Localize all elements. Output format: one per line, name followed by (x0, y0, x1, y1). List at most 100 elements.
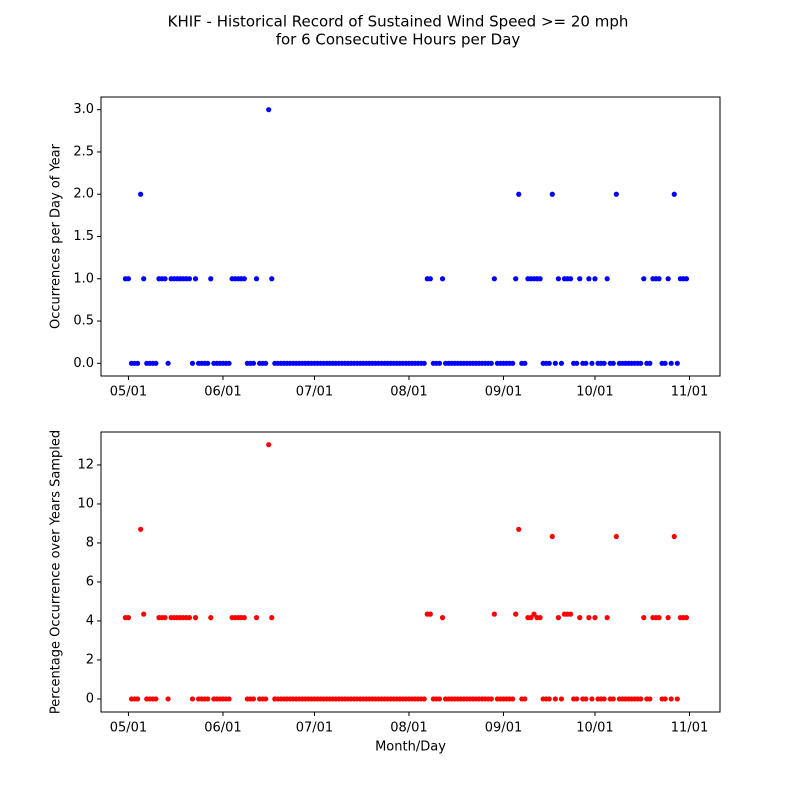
point (250, 360, 257, 366)
point (189, 360, 196, 366)
point (610, 360, 616, 366)
point (683, 615, 690, 621)
x-tick-label: 05/01 (110, 385, 147, 400)
point (141, 611, 147, 617)
point (546, 360, 552, 366)
point (638, 360, 644, 366)
point (592, 615, 598, 621)
point (421, 360, 427, 366)
point (641, 276, 647, 282)
point (186, 615, 193, 621)
point (671, 191, 677, 197)
point (549, 533, 555, 540)
point (586, 276, 592, 282)
y-tick-label: 2.5 (73, 144, 94, 159)
x-axis-label: Month/Day (375, 740, 446, 755)
point (583, 696, 589, 702)
point (604, 276, 610, 282)
point (601, 696, 607, 702)
point (165, 696, 171, 702)
point (141, 276, 147, 282)
point (192, 276, 199, 282)
point (263, 696, 269, 702)
point (189, 696, 196, 702)
point (537, 615, 543, 621)
point (577, 615, 583, 621)
point (427, 276, 433, 282)
point (510, 696, 516, 702)
point (522, 360, 528, 366)
point (153, 360, 159, 366)
point (205, 360, 211, 366)
point (567, 611, 574, 617)
point (253, 276, 260, 282)
point (205, 696, 211, 702)
point (558, 360, 565, 366)
point (186, 276, 193, 282)
point (610, 696, 616, 702)
point (586, 615, 592, 621)
x-tick-label: 08/01 (390, 385, 427, 400)
point (510, 360, 516, 366)
y-tick-label: 0 (86, 691, 94, 706)
point (604, 615, 610, 621)
point (531, 611, 537, 617)
y-tick-label: 8 (86, 535, 94, 550)
point (665, 615, 671, 621)
point (671, 533, 677, 540)
point (208, 615, 214, 621)
point (641, 615, 647, 621)
point (662, 360, 668, 366)
point (549, 191, 555, 197)
point (134, 696, 141, 702)
point (613, 533, 619, 540)
point (528, 615, 534, 621)
y-tick-label: 1.0 (73, 271, 94, 286)
point (674, 360, 680, 366)
point (546, 696, 552, 702)
x-tick-label: 11/01 (671, 721, 708, 736)
point (266, 107, 272, 113)
point (192, 615, 199, 621)
point (592, 276, 598, 282)
x-tick-label: 09/01 (485, 721, 522, 736)
x-tick-label: 05/01 (110, 721, 147, 736)
point (125, 276, 132, 282)
y-tick-label: 3.0 (73, 102, 94, 117)
y-tick-label: 0.0 (73, 356, 94, 371)
point (421, 696, 427, 702)
y-tick-label: 6 (86, 574, 94, 589)
y-tick-label: 2.0 (73, 187, 94, 202)
point (638, 696, 644, 702)
point (488, 360, 494, 366)
point (491, 611, 497, 617)
point (601, 360, 607, 366)
point (436, 696, 443, 702)
point (165, 360, 171, 366)
point (153, 696, 159, 702)
point (269, 276, 275, 282)
point (138, 526, 144, 532)
point (208, 276, 214, 282)
point (134, 360, 141, 366)
title-line: for 6 Consecutive Hours per Day (276, 31, 521, 49)
x-tick-label: 10/01 (576, 721, 613, 736)
point (647, 360, 653, 366)
point (162, 276, 168, 282)
point (665, 276, 671, 282)
y-tick-label: 12 (77, 457, 94, 472)
point (226, 696, 232, 702)
plot-frame (100, 96, 721, 377)
x-tick-label: 08/01 (390, 721, 427, 736)
x-tick-label: 11/01 (671, 385, 708, 400)
point (439, 615, 446, 621)
x-tick-label: 10/01 (576, 385, 613, 400)
point (574, 360, 580, 366)
point (226, 360, 232, 366)
point (162, 615, 168, 621)
y-tick-label: 1.5 (73, 229, 94, 244)
point (656, 615, 662, 621)
point (662, 696, 668, 702)
point (266, 442, 272, 448)
